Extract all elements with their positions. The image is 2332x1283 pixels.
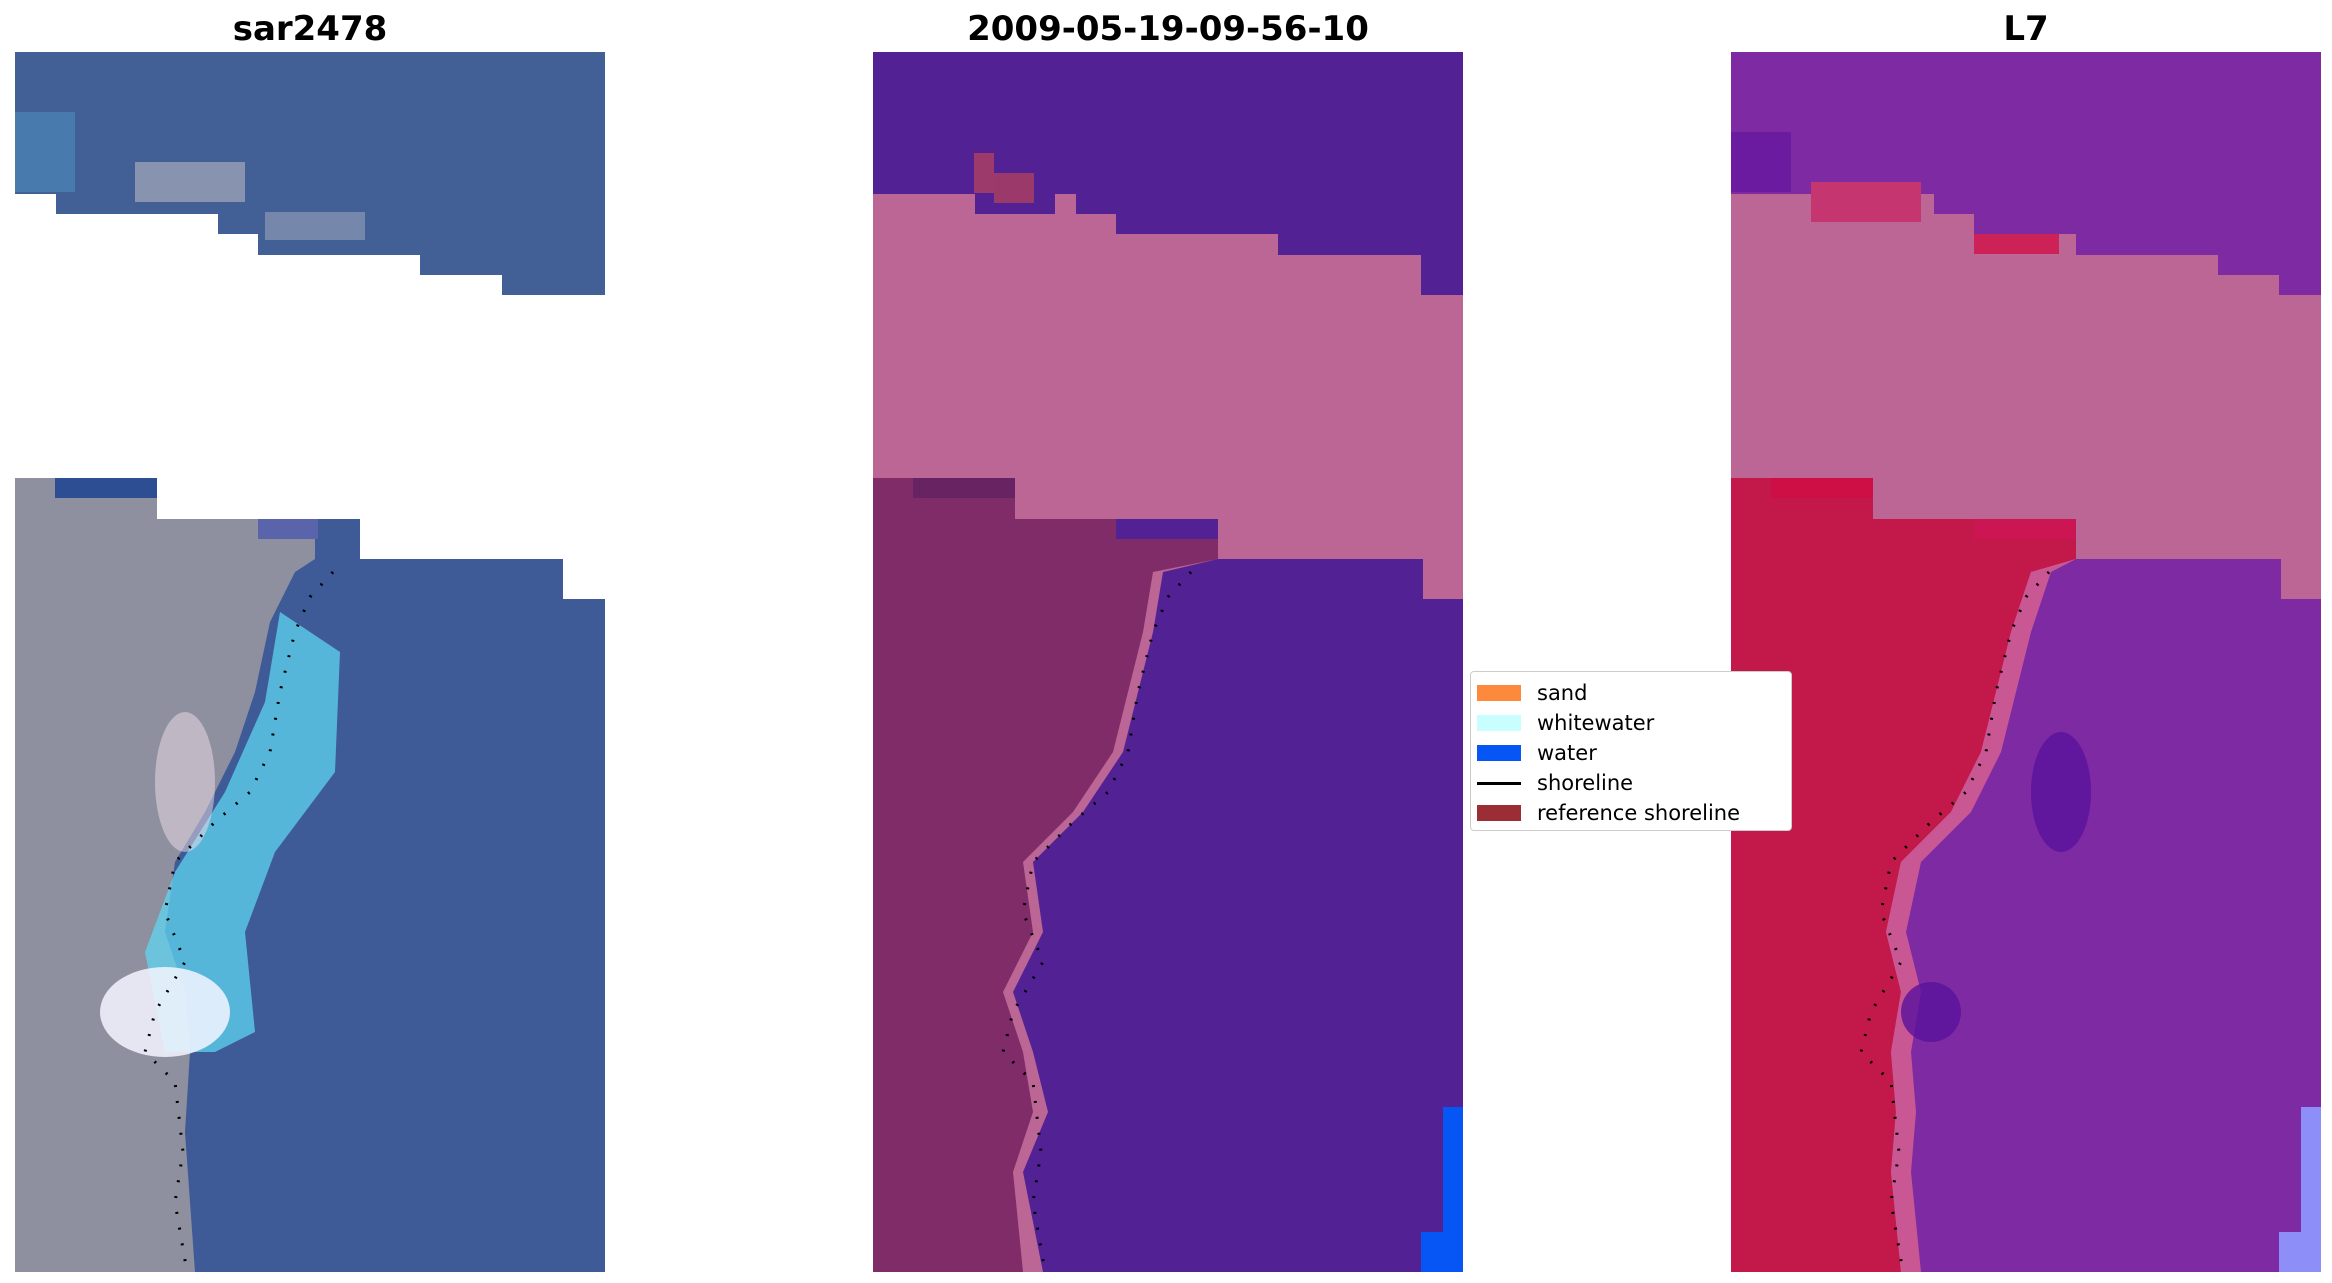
legend-item-shoreline: shoreline bbox=[1471, 768, 1791, 798]
legend-swatch-shoreline bbox=[1477, 781, 1521, 785]
legend-label: water bbox=[1537, 741, 1597, 765]
rgb-dark-strip bbox=[55, 478, 157, 498]
band-panel bbox=[1731, 52, 2321, 1272]
legend-swatch-sand bbox=[1477, 685, 1521, 701]
rgb-top-haze bbox=[265, 212, 365, 240]
legend-item-whitewater: whitewater bbox=[1471, 708, 1791, 738]
class-water bbox=[1013, 559, 1463, 1272]
band-image bbox=[1731, 52, 2321, 1272]
legend-item-sand: sand bbox=[1471, 678, 1791, 708]
class-water-true-blue bbox=[1421, 1107, 1463, 1272]
rgb-dark-strip bbox=[258, 519, 318, 539]
band-red-patch bbox=[1811, 182, 1921, 222]
band-transition bbox=[1886, 559, 2076, 1272]
rgb-image bbox=[15, 52, 605, 1272]
rgb-whitewater-bright bbox=[100, 967, 230, 1057]
rgb-sea-top bbox=[15, 52, 605, 295]
legend-label: whitewater bbox=[1537, 711, 1655, 735]
band-red-patch bbox=[1731, 132, 1791, 192]
band-water-light bbox=[2279, 1107, 2321, 1272]
class-shoreline bbox=[1001, 570, 1193, 1272]
band-land bbox=[1731, 478, 2076, 1272]
rgb-top-haze bbox=[15, 112, 75, 192]
band-water bbox=[1906, 559, 2321, 1272]
classification-image bbox=[873, 52, 1463, 1272]
legend-swatch-whitewater bbox=[1477, 715, 1521, 731]
legend: sand whitewater water shoreline referenc… bbox=[1470, 671, 1792, 831]
class-water-patch bbox=[1116, 519, 1218, 539]
class-land bbox=[873, 478, 1218, 1272]
class-water-top bbox=[873, 52, 1463, 295]
legend-swatch-water bbox=[1477, 745, 1521, 761]
band-red-patch bbox=[1974, 234, 2059, 254]
panel-title-rgb: sar2478 bbox=[232, 9, 388, 49]
band-land-dark bbox=[1771, 478, 1873, 498]
class-reference-patch bbox=[974, 153, 994, 193]
legend-item-reference-shoreline: reference shoreline bbox=[1471, 798, 1791, 828]
legend-label: reference shoreline bbox=[1537, 801, 1741, 825]
rgb-shoreline bbox=[143, 570, 335, 1272]
rgb-whitewater bbox=[145, 612, 340, 1052]
band-water-top bbox=[1731, 52, 2321, 295]
legend-swatch-reference-shoreline bbox=[1477, 805, 1521, 821]
legend-label: shoreline bbox=[1537, 771, 1634, 795]
panel-title-classification: 2009-05-19-09-56-10 bbox=[967, 9, 1369, 49]
band-deep-water bbox=[2031, 732, 2091, 852]
legend-label: sand bbox=[1537, 681, 1588, 705]
class-dark-patch bbox=[913, 478, 1015, 498]
legend-item-water: water bbox=[1471, 738, 1791, 768]
class-reference-patch bbox=[994, 173, 1034, 203]
panel-title-band: L7 bbox=[2003, 9, 2049, 49]
band-shoreline bbox=[1859, 570, 2051, 1272]
rgb-whitewater-bright bbox=[155, 712, 215, 852]
band-land-dark bbox=[1974, 519, 2076, 539]
band-deep-water bbox=[1901, 982, 1961, 1042]
rgb-top-haze bbox=[135, 162, 245, 202]
rgb-land bbox=[15, 478, 315, 1272]
rgb-image-panel bbox=[15, 52, 605, 1272]
classification-panel bbox=[873, 52, 1463, 1272]
